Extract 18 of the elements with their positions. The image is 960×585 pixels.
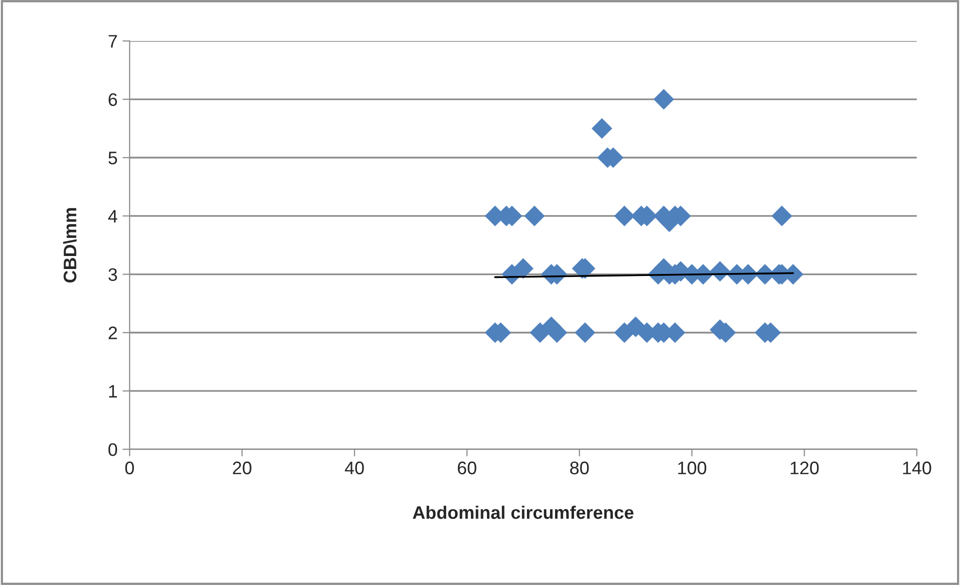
x-tick-label: 20: [232, 462, 252, 474]
x-tick-label: 80: [570, 462, 589, 474]
y-tick-label: 5: [108, 152, 118, 164]
y-axis-title: CBD\mm: [63, 208, 77, 282]
y-tick-label: 1: [109, 385, 117, 398]
x-tick-label: 40: [344, 462, 364, 474]
x-tick-label: 0: [125, 462, 134, 474]
x-tick-label: 140: [903, 462, 932, 474]
y-tick-label: 0: [108, 443, 118, 456]
x-tick-label: 120: [790, 462, 819, 474]
x-axis-title: Abdominal circumference: [412, 506, 634, 519]
y-tick-label: 6: [108, 93, 117, 106]
y-tick-label: 2: [108, 326, 117, 340]
x-tick-label: 100: [678, 462, 706, 474]
y-tick-label: 7: [108, 35, 117, 48]
y-tick-label: 3: [108, 268, 117, 281]
x-tick-label: 60: [458, 462, 476, 474]
y-tick-label: 4: [108, 210, 118, 222]
